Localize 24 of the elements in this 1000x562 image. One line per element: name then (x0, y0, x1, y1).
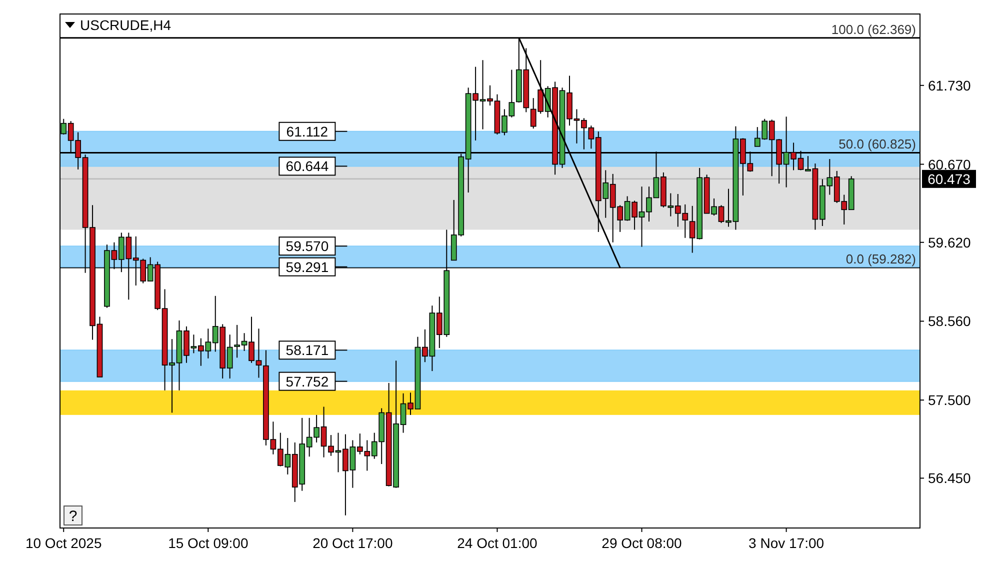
annotation: ? (68, 508, 78, 525)
x-tick-label: 29 Oct 08:00 (602, 535, 682, 551)
y-tick-label: 56.450 (928, 470, 972, 486)
x-tick-label: 20 Oct 17:00 (312, 535, 393, 551)
y-tick-label: 58.560 (928, 313, 972, 330)
ref-line-label: 0.0 (59.282) (846, 252, 916, 267)
ref-line-label: 57.752 (286, 373, 329, 390)
chart-title: USCRUDE,H4 (80, 17, 172, 33)
ref-line-label: 59.291 (286, 258, 329, 275)
y-tick-label: 61.730 (928, 77, 972, 94)
ref-line-label: 100.0 (62.369) (831, 22, 916, 37)
ref-line-label: 60.473 (928, 170, 971, 187)
x-tick-label: 15 Oct 09:00 (168, 535, 248, 551)
y-tick-label: 59.620 (928, 234, 972, 250)
ref-line-label: 59.570 (286, 238, 329, 254)
ref-line-label: 61.112 (286, 123, 328, 140)
y-tick-label: 60.670 (928, 156, 972, 172)
ref-line-label: 50.0 (60.825) (838, 136, 916, 152)
ref-line-label: 60.644 (286, 158, 329, 174)
x-tick-label: 3 Nov 17:00 (748, 535, 824, 551)
x-tick-label: 24 Oct 01:00 (457, 535, 538, 551)
x-tick-label: 10 Oct 2025 (25, 535, 102, 551)
y-tick-label: 57.500 (928, 392, 972, 408)
ref-line-label: 58.171 (286, 342, 329, 358)
